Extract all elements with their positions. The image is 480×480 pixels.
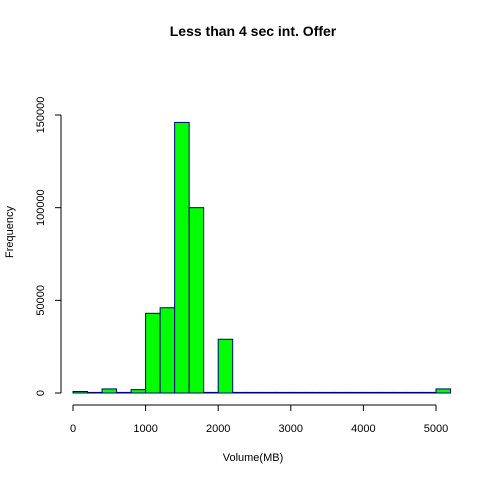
histogram-bar [290,391,306,394]
bars-group [72,121,452,394]
y-tick-label: 150000 [35,97,47,134]
histogram-bar [275,391,292,394]
histogram-bar [348,391,364,394]
histogram-bar [174,121,190,394]
histogram-bar [116,391,132,394]
histogram-bar [130,389,147,394]
y-axis-label: Frequency [4,206,16,258]
histogram-bar [391,391,408,394]
histogram-bar [188,207,205,394]
y-tick-label: 0 [35,390,47,396]
x-tick-label: 1000 [133,423,157,435]
histogram-bar [232,391,248,394]
x-tick-label: 0 [70,423,76,435]
x-tick-label: 2000 [206,423,230,435]
histogram-bar [72,391,89,394]
y-tick-label: 50000 [35,285,47,316]
histogram-bar [377,391,393,394]
histogram-bar [333,391,350,394]
x-tick-label: 4000 [351,423,375,435]
histogram-bar [101,388,118,394]
x-axis: 0 1000 2000 3000 4000 5000 [70,404,448,435]
x-axis-label: Volume(MB) [223,452,284,464]
y-tick-label: 100000 [35,189,47,226]
chart-title: Less than 4 sec int. Offer [170,23,337,39]
x-tick-label: 3000 [279,423,303,435]
histogram-bar [159,307,176,394]
histogram-bar [87,391,103,394]
histogram-bar [246,391,263,394]
histogram-bar [304,391,321,394]
x-tick-label: 5000 [424,423,448,435]
histogram-bar [406,391,422,394]
histogram-bar [261,391,277,394]
histogram-bar [420,391,437,394]
histogram-bar [319,391,335,394]
histogram-bar [217,338,234,394]
histogram-bar [435,388,452,394]
histogram-bar [145,312,161,394]
histogram-bar [203,391,219,394]
y-axis: 0 50000 100000 150000 [35,97,62,396]
histogram-bar [362,391,379,394]
